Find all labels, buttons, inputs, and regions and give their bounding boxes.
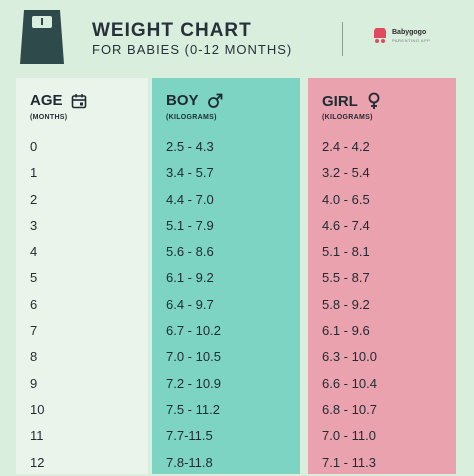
boy-values: 2.5 - 4.3 3.4 - 5.7 4.4 - 7.0 5.1 - 7.9 5.6 … — [166, 134, 221, 476]
girl-value-month-10: 6.8 - 10.7 — [322, 401, 377, 417]
girl-value-month-8: 6.3 - 10.0 — [322, 349, 377, 365]
age-value-month-0: 0 — [30, 139, 38, 154]
girl-values: 2.4 - 4.2 3.2 - 5.4 4.0 - 6.5 4.6 - 7.4 5.1 … — [322, 134, 377, 476]
boy-value-month-10: 7.5 - 11.2 — [166, 401, 220, 417]
girl-column: GIRL (KILOGRAMS) 2.4 - 4.2 3.2 - 5.4 4.0 -… — [308, 78, 456, 474]
age-value-month-9: 9 — [30, 375, 38, 391]
baby-stroller-icon — [374, 28, 387, 43]
boy-value-month-9: 7.2 - 10.9 — [166, 375, 221, 391]
girl-value-month-1: 3.2 - 5.4 — [322, 165, 370, 181]
girl-value-month-2: 4.0 - 6.5 — [322, 191, 370, 207]
calendar-icon — [71, 93, 86, 108]
age-value-month-5: 5 — [30, 270, 38, 286]
brand-name: Babygogo — [392, 29, 427, 36]
female-symbol-icon — [368, 92, 380, 109]
age-value-month-12: 12 — [30, 454, 45, 470]
girl-value-month-7: 6.1 - 9.6 — [322, 323, 370, 339]
boy-column-header: BOY — [166, 92, 223, 109]
girl-value-month-12: 7.1 - 11.3 — [322, 454, 376, 470]
age-column-header: AGE — [30, 92, 87, 109]
age-value-month-3: 3 — [30, 217, 38, 233]
boy-value-month-11: 7.7-11.5 — [166, 428, 213, 444]
girl-value-month-0: 2.4 - 4.2 — [322, 139, 370, 154]
girl-value-month-11: 7.0 - 11.0 — [322, 428, 376, 444]
girl-column-header: GIRL — [322, 92, 382, 110]
age-value-month-7: 7 — [30, 323, 38, 339]
girl-value-month-9: 6.6 - 10.4 — [322, 375, 377, 391]
age-column-unit: (MONTHS) — [30, 114, 68, 121]
brand-tagline: PARENTING APP — [392, 38, 431, 43]
boy-column-title: BOY — [166, 92, 199, 109]
age-column: AGE (MONTHS) 0 1 2 3 4 5 6 7 8 9 10 11 12 — [16, 78, 148, 474]
page-subtitle: FOR BABIES (0-12 MONTHS) — [92, 42, 293, 57]
age-value-month-10: 10 — [30, 401, 45, 417]
age-values: 0 1 2 3 4 5 6 7 8 9 10 11 12 — [30, 134, 44, 476]
boy-value-month-8: 7.0 - 10.5 — [166, 349, 221, 365]
weighing-scale-icon — [20, 10, 64, 64]
boy-value-month-0: 2.5 - 4.3 — [166, 139, 214, 154]
age-value-month-2: 2 — [30, 191, 38, 207]
boy-value-month-1: 3.4 - 5.7 — [166, 165, 214, 181]
girl-column-title: GIRL — [322, 92, 358, 110]
age-column-title: AGE — [30, 92, 63, 109]
boy-value-month-12: 7.8-11.8 — [166, 454, 213, 470]
girl-value-month-6: 5.8 - 9.2 — [322, 296, 370, 312]
header-divider — [342, 22, 343, 56]
age-value-month-6: 6 — [30, 296, 38, 312]
boy-value-month-6: 6.4 - 9.7 — [166, 296, 214, 312]
boy-value-month-7: 6.7 - 10.2 — [166, 323, 221, 339]
boy-value-month-2: 4.4 - 7.0 — [166, 191, 214, 207]
boy-column-unit: (KILOGRAMS) — [166, 114, 217, 121]
header: WEIGHT CHART FOR BABIES (0-12 MONTHS) Ba… — [0, 0, 474, 78]
age-value-month-11: 11 — [30, 428, 44, 444]
girl-value-month-4: 5.1 - 8.1 — [322, 244, 370, 260]
boy-value-month-4: 5.6 - 8.6 — [166, 244, 214, 260]
girl-value-month-5: 5.5 - 8.7 — [322, 270, 370, 286]
age-value-month-8: 8 — [30, 349, 38, 365]
boy-value-month-5: 6.1 - 9.2 — [166, 270, 214, 286]
age-value-month-1: 1 — [30, 165, 38, 181]
age-value-month-4: 4 — [30, 244, 38, 260]
male-symbol-icon — [207, 93, 222, 108]
page-title: WEIGHT CHART — [92, 20, 252, 41]
boy-value-month-3: 5.1 - 7.9 — [166, 217, 214, 233]
girl-value-month-3: 4.6 - 7.4 — [322, 217, 370, 233]
girl-column-unit: (KILOGRAMS) — [322, 114, 373, 121]
boy-column: BOY (KILOGRAMS) 2.5 - 4.3 3.4 - 5.7 4.4 - … — [152, 78, 300, 474]
